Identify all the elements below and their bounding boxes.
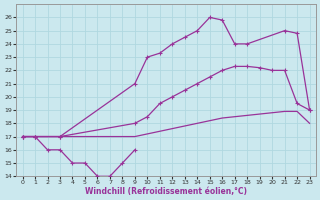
X-axis label: Windchill (Refroidissement éolien,°C): Windchill (Refroidissement éolien,°C) — [85, 187, 247, 196]
